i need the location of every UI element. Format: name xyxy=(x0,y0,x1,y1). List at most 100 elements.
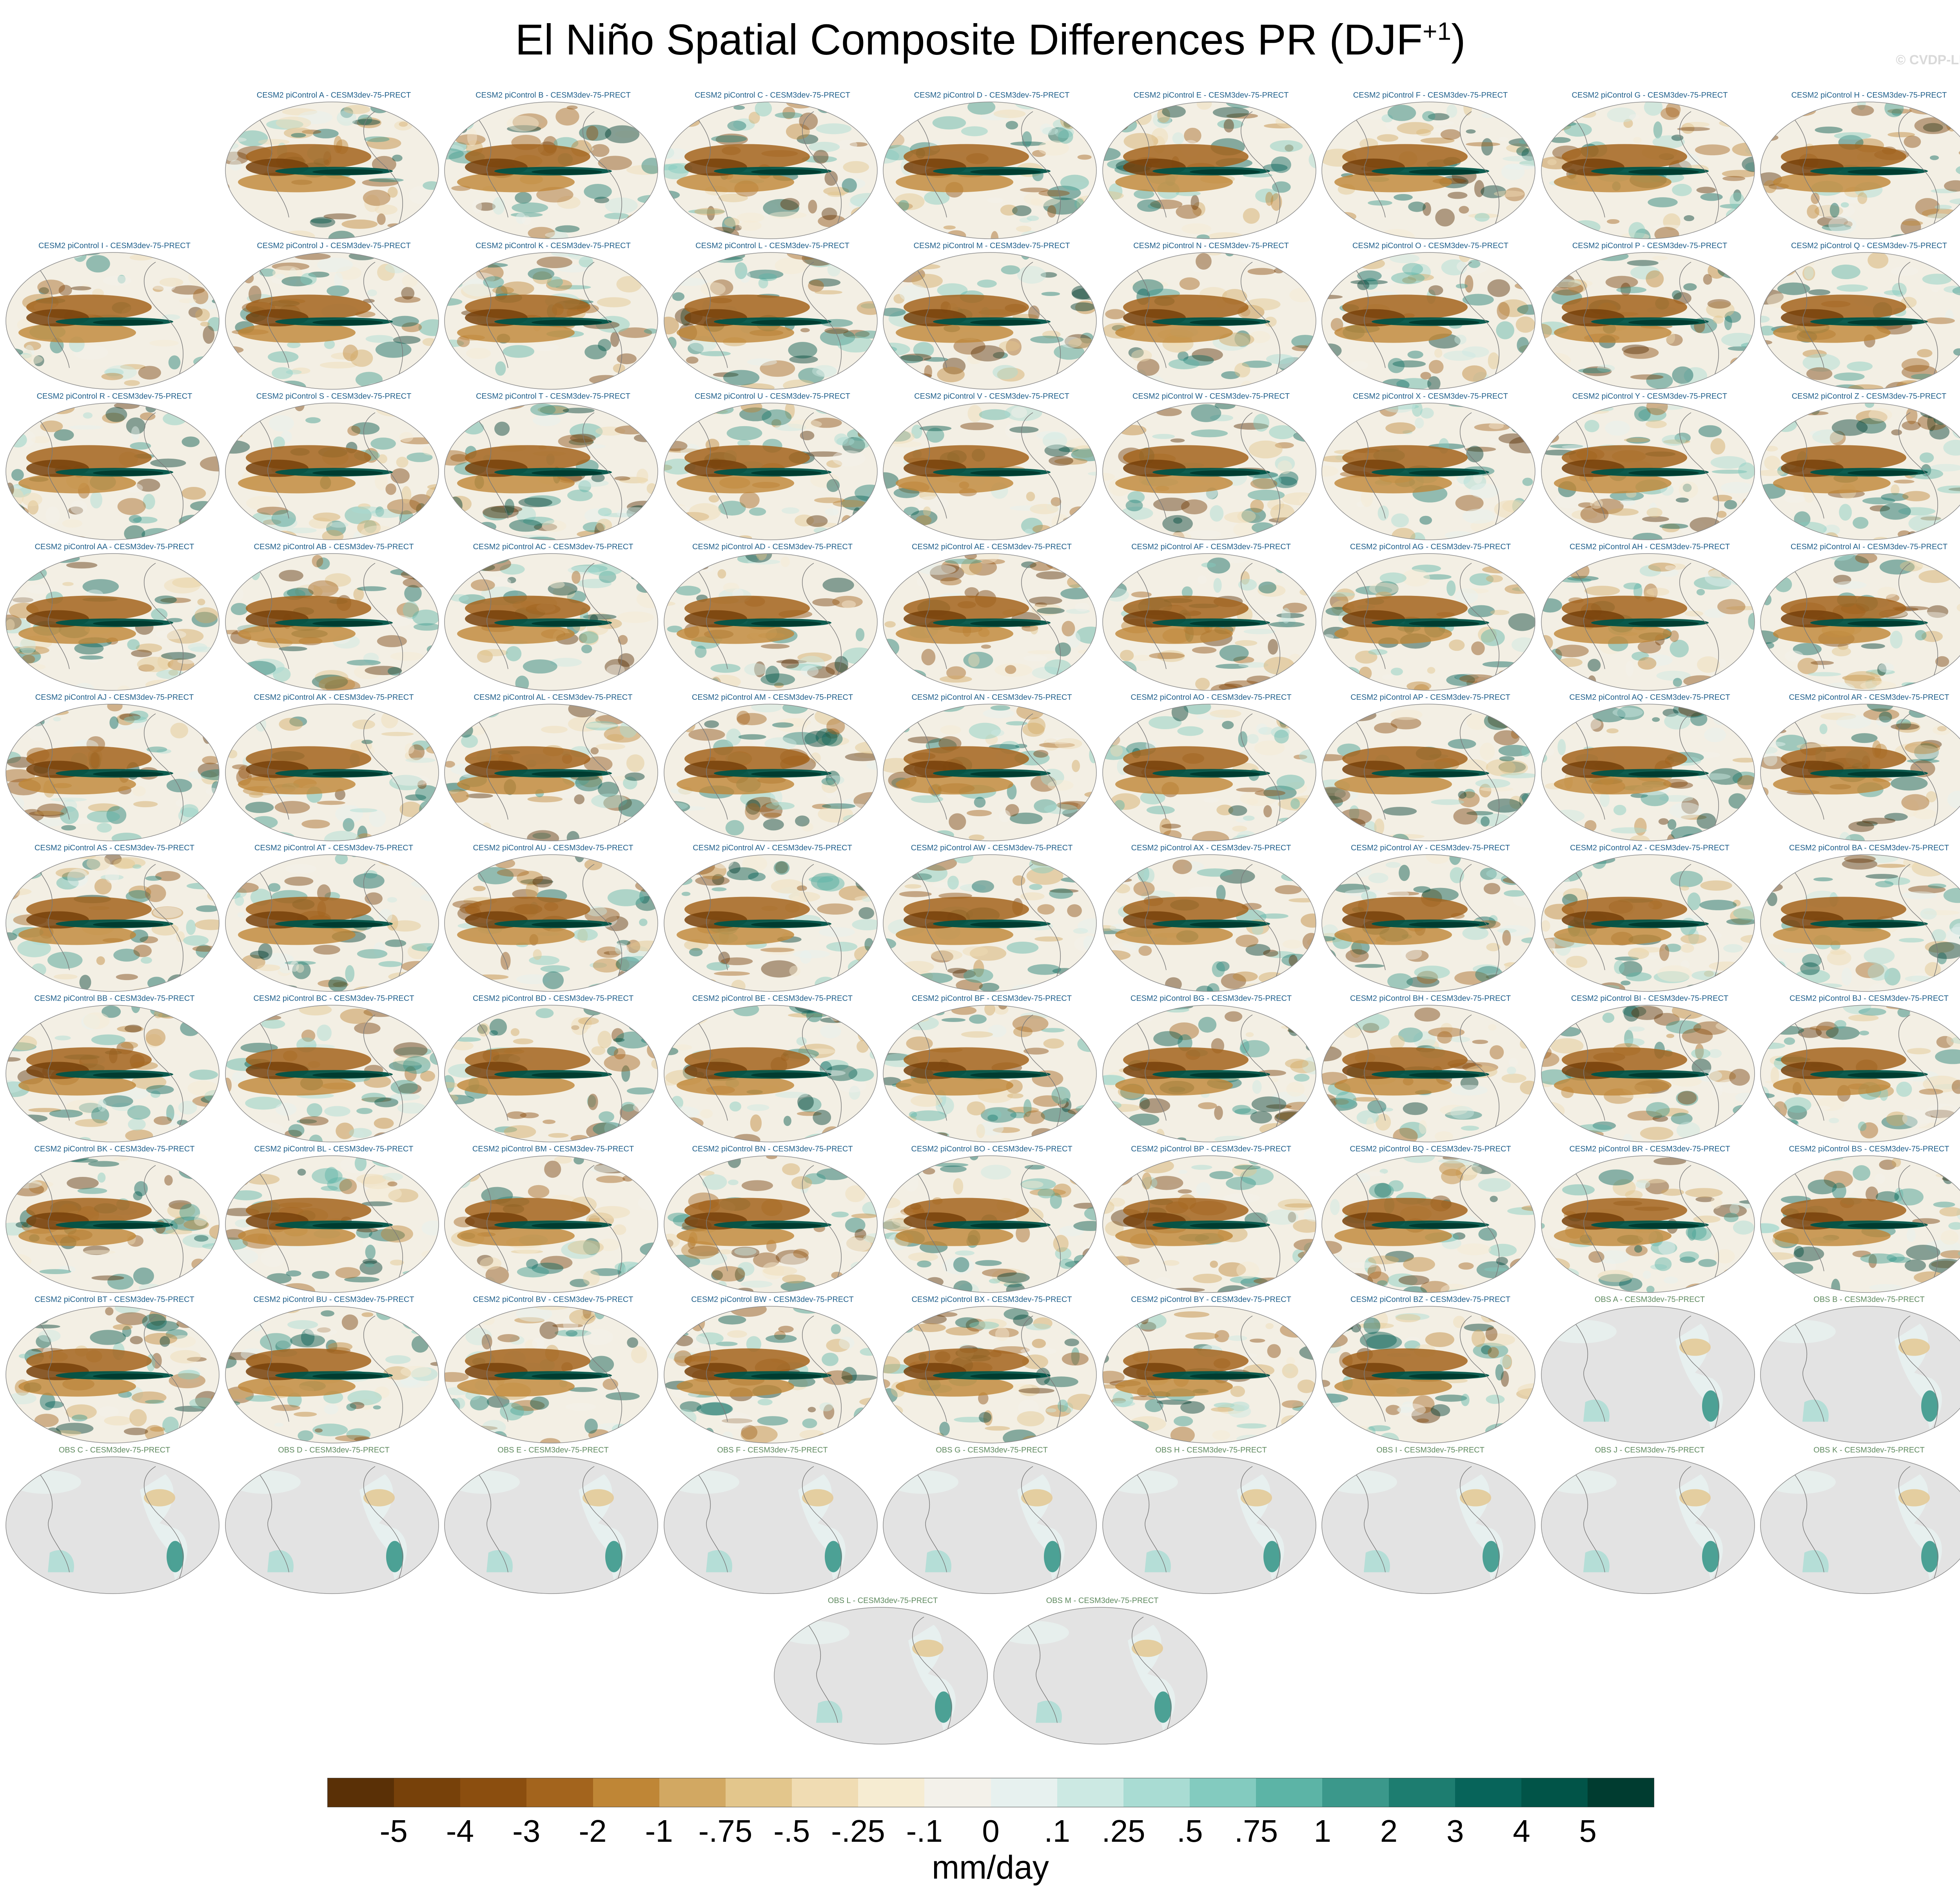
robinson-map xyxy=(663,1155,878,1293)
obs-map-panel: OBS D - CESM3dev-75-PRECT xyxy=(224,1446,444,1595)
model-map-panel: CESM2 piControl BK - CESM3dev-75-PRECT xyxy=(5,1145,224,1294)
colorbar-tick-label: -.25 xyxy=(831,1814,885,1848)
model-map-panel: CESM2 piControl AZ - CESM3dev-75-PRECT xyxy=(1540,844,1760,993)
colorbar-segment xyxy=(1190,1778,1256,1807)
colorbar-segment xyxy=(593,1778,659,1807)
robinson-map xyxy=(1102,1005,1316,1142)
panel-title: CESM2 piControl BI - CESM3dev-75-PRECT xyxy=(1571,994,1729,1003)
model-map-panel: CESM2 piControl U - CESM3dev-75-PRECT xyxy=(663,392,882,541)
robinson-map xyxy=(225,1306,439,1443)
model-map-panel: CESM2 piControl AS - CESM3dev-75-PRECT xyxy=(5,844,224,993)
robinson-map xyxy=(1541,704,1755,841)
model-map-panel: CESM2 piControl AO - CESM3dev-75-PRECT xyxy=(1102,693,1321,842)
colorbar-segment xyxy=(526,1778,593,1807)
panel-title: CESM2 piControl BW - CESM3dev-75-PRECT xyxy=(691,1295,854,1304)
model-map-panel: CESM2 piControl F - CESM3dev-75-PRECT xyxy=(1321,91,1540,240)
robinson-map xyxy=(1102,1155,1316,1293)
panel-title: CESM2 piControl BP - CESM3dev-75-PRECT xyxy=(1131,1145,1291,1153)
panel-title: CESM2 piControl BG - CESM3dev-75-PRECT xyxy=(1130,994,1292,1003)
colorbar-labels: -5 -4 -3 -2 -1 -.75 -.5 -.25 -.1 0 .1 .25 .5 .75 1 2 3 4 5 xyxy=(327,1813,1654,1852)
robinson-map xyxy=(1541,1456,1755,1594)
obs-map-panel: OBS H - CESM3dev-75-PRECT xyxy=(1102,1446,1321,1595)
model-map-panel: CESM2 piControl AY - CESM3dev-75-PRECT xyxy=(1321,844,1540,993)
model-map-panel: CESM2 piControl Z - CESM3dev-75-PRECT xyxy=(1759,392,1960,541)
model-map-panel: CESM2 piControl BL - CESM3dev-75-PRECT xyxy=(224,1145,444,1294)
colorbar-tick-label: -5 xyxy=(379,1814,408,1848)
robinson-map xyxy=(1541,1005,1755,1142)
model-map-panel: CESM2 piControl AW - CESM3dev-75-PRECT xyxy=(882,844,1102,993)
robinson-map xyxy=(1102,854,1316,992)
panel-title: OBS A - CESM3dev-75-PRECT xyxy=(1594,1295,1705,1304)
panel-title: CESM2 piControl R - CESM3dev-75-PRECT xyxy=(36,392,192,401)
colorbar-tick-label: 1 xyxy=(1314,1814,1332,1848)
model-map-panel: CESM2 piControl BQ - CESM3dev-75-PRECT xyxy=(1321,1145,1540,1294)
model-map-panel: CESM2 piControl X - CESM3dev-75-PRECT xyxy=(1321,392,1540,541)
robinson-map xyxy=(1102,1306,1316,1443)
robinson-map xyxy=(883,1456,1097,1594)
map-panel-grid: CESM2 piControl A - CESM3dev-75-PRECT CES… xyxy=(5,91,1960,1745)
model-map-panel: CESM2 piControl AD - CESM3dev-75-PRECT xyxy=(663,543,882,692)
panel-title: CESM2 piControl AM - CESM3dev-75-PRECT xyxy=(691,693,853,702)
panel-title: CESM2 piControl BV - CESM3dev-75-PRECT xyxy=(473,1295,633,1304)
colorbar-tick-label: .75 xyxy=(1234,1814,1278,1848)
panel-title: OBS K - CESM3dev-75-PRECT xyxy=(1813,1446,1925,1454)
robinson-map xyxy=(883,1155,1097,1293)
model-map-panel: CESM2 piControl AX - CESM3dev-75-PRECT xyxy=(1102,844,1321,993)
robinson-map xyxy=(663,1005,878,1142)
robinson-map xyxy=(1541,1306,1755,1443)
model-map-panel: CESM2 piControl AT - CESM3dev-75-PRECT xyxy=(224,844,444,993)
title-main: El Niño Spatial Composite Differences PR… xyxy=(515,16,1423,64)
robinson-map xyxy=(444,1456,658,1594)
model-map-panel: CESM2 piControl BP - CESM3dev-75-PRECT xyxy=(1102,1145,1321,1294)
colorbar-tick-label: -1 xyxy=(645,1814,673,1848)
panel-title: CESM2 piControl BE - CESM3dev-75-PRECT xyxy=(692,994,853,1003)
panel-title: OBS C - CESM3dev-75-PRECT xyxy=(58,1446,171,1454)
colorbar-segment xyxy=(460,1778,527,1807)
robinson-map xyxy=(883,553,1097,691)
figure-title: El Niño Spatial Composite Differences PR… xyxy=(0,15,1960,65)
model-map-panel: CESM2 piControl J - CESM3dev-75-PRECT xyxy=(224,241,444,390)
robinson-map xyxy=(883,102,1097,239)
panel-title: CESM2 piControl AJ - CESM3dev-75-PRECT xyxy=(35,693,194,702)
panel-title: CESM2 piControl B - CESM3dev-75-PRECT xyxy=(475,91,631,100)
panel-title: CESM2 piControl G - CESM3dev-75-PRECT xyxy=(1572,91,1728,100)
colorbar-segment xyxy=(1587,1778,1654,1807)
model-map-panel: CESM2 piControl BR - CESM3dev-75-PRECT xyxy=(1540,1145,1760,1294)
colorbar-segment xyxy=(792,1778,858,1807)
panel-title: CESM2 piControl X - CESM3dev-75-PRECT xyxy=(1353,392,1508,401)
model-map-panel: CESM2 piControl BA - CESM3dev-75-PRECT xyxy=(1759,844,1960,993)
panel-title: CESM2 piControl AE - CESM3dev-75-PRECT xyxy=(912,543,1072,551)
robinson-map xyxy=(883,252,1097,390)
panel-title: CESM2 piControl BD - CESM3dev-75-PRECT xyxy=(472,994,634,1003)
model-map-panel: CESM2 piControl AF - CESM3dev-75-PRECT xyxy=(1102,543,1321,692)
panel-title: CESM2 piControl I - CESM3dev-75-PRECT xyxy=(38,241,191,250)
robinson-map xyxy=(1760,704,1960,841)
model-map-panel: CESM2 piControl BV - CESM3dev-75-PRECT xyxy=(443,1295,663,1444)
obs-map-panel: OBS G - CESM3dev-75-PRECT xyxy=(882,1446,1102,1595)
robinson-map xyxy=(883,854,1097,992)
robinson-map xyxy=(1541,1155,1755,1293)
robinson-map xyxy=(225,1155,439,1293)
model-map-panel: CESM2 piControl I - CESM3dev-75-PRECT xyxy=(5,241,224,390)
panel-title: CESM2 piControl BH - CESM3dev-75-PRECT xyxy=(1350,994,1511,1003)
panel-title: CESM2 piControl BS - CESM3dev-75-PRECT xyxy=(1789,1145,1949,1153)
colorbar-segment xyxy=(1388,1778,1455,1807)
model-map-panel: CESM2 piControl W - CESM3dev-75-PRECT xyxy=(1102,392,1321,541)
colorbar-tick-label: -.75 xyxy=(698,1814,753,1848)
panel-title: CESM2 piControl BC - CESM3dev-75-PRECT xyxy=(253,994,414,1003)
panel-title: CESM2 piControl N - CESM3dev-75-PRECT xyxy=(1133,241,1289,250)
model-map-panel: CESM2 piControl AH - CESM3dev-75-PRECT xyxy=(1540,543,1760,692)
colorbar-segment xyxy=(659,1778,726,1807)
robinson-map xyxy=(1541,553,1755,691)
model-map-panel: CESM2 piControl B - CESM3dev-75-PRECT xyxy=(443,91,663,240)
robinson-map xyxy=(774,1607,988,1745)
panel-title: CESM2 piControl O - CESM3dev-75-PRECT xyxy=(1352,241,1508,250)
panel-title: CESM2 piControl T - CESM3dev-75-PRECT xyxy=(476,392,630,401)
panel-title: CESM2 piControl AB - CESM3dev-75-PRECT xyxy=(254,543,414,551)
panel-title: CESM2 piControl BB - CESM3dev-75-PRECT xyxy=(34,994,195,1003)
robinson-map xyxy=(663,704,878,841)
robinson-map xyxy=(663,553,878,691)
panel-title: CESM2 piControl BT - CESM3dev-75-PRECT xyxy=(34,1295,194,1304)
robinson-map xyxy=(1321,553,1535,691)
panel-title: CESM2 piControl BR - CESM3dev-75-PRECT xyxy=(1569,1145,1730,1153)
